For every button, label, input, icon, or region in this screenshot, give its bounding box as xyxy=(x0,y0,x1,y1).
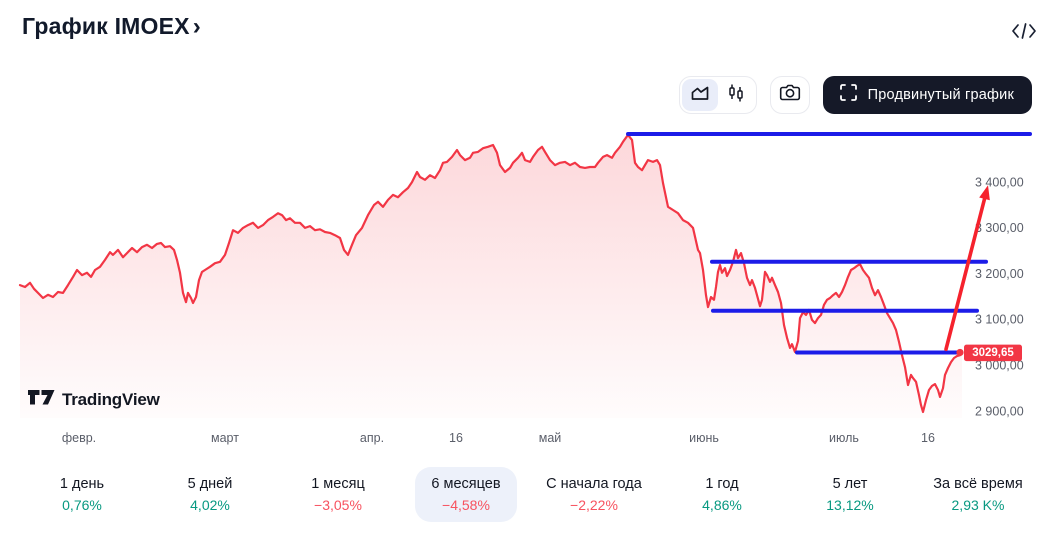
price-chart[interactable]: 3 400,00 3 300,00 3 200,00 3 100,00 3 000,00… xyxy=(0,115,1060,455)
period-label: 1 год xyxy=(705,476,739,492)
period-label: С начала года xyxy=(546,476,642,492)
price-area-fill xyxy=(20,134,962,418)
advanced-chart-button[interactable]: Продвинутый график xyxy=(822,76,1032,114)
period-change: 13,12% xyxy=(826,497,874,513)
period-button[interactable]: 6 месяцев −4,58% xyxy=(402,467,530,522)
period-pill[interactable]: 1 месяц −3,05% xyxy=(295,467,381,522)
period-label: 1 месяц xyxy=(311,476,365,492)
candlestick-chart-type-button[interactable] xyxy=(718,79,754,111)
tradingview-attribution[interactable]: TradingView xyxy=(28,390,160,410)
period-button[interactable]: 1 год 4,86% xyxy=(658,467,786,522)
y-axis-label: 3 300,00 xyxy=(975,221,1024,235)
tradingview-label: TradingView xyxy=(62,390,160,409)
period-pill-selected[interactable]: 6 месяцев −4,58% xyxy=(415,467,517,522)
projection-arrow-head xyxy=(979,185,990,201)
fullscreen-icon xyxy=(839,83,858,107)
period-label: 5 дней xyxy=(187,476,233,492)
projection-arrow xyxy=(944,191,988,352)
period-label: 6 месяцев xyxy=(431,476,501,492)
y-axis-label: 3 000,00 xyxy=(975,358,1024,372)
period-pill[interactable]: 1 день 0,76% xyxy=(44,467,120,522)
period-button[interactable]: 1 день 0,76% xyxy=(18,467,146,522)
period-change: −4,58% xyxy=(442,497,490,513)
screenshot-button[interactable] xyxy=(769,76,810,114)
period-label: За всё время xyxy=(933,476,1023,492)
x-axis-label: 16 xyxy=(449,431,463,445)
y-axis-label: 2 900,00 xyxy=(975,404,1024,418)
period-button[interactable]: За всё время 2,93 K% xyxy=(914,467,1042,522)
price-line xyxy=(18,133,964,414)
x-axis-label: май xyxy=(539,431,562,445)
chart-toolbar: Продвинутый график xyxy=(678,76,1032,114)
period-change: 2,93 K% xyxy=(951,497,1005,513)
period-change: 4,86% xyxy=(702,497,742,513)
chart-type-switch xyxy=(678,76,757,114)
period-pill[interactable]: За всё время 2,93 K% xyxy=(917,467,1038,522)
x-axis-label: июнь xyxy=(689,431,719,445)
period-button[interactable]: 1 месяц −3,05% xyxy=(274,467,402,522)
x-axis-label: апр. xyxy=(360,431,384,445)
area-chart-type-button[interactable] xyxy=(681,79,718,111)
x-axis-label: июль xyxy=(829,431,859,445)
period-pill[interactable]: 5 лет 13,12% xyxy=(810,467,889,522)
area-chart-icon xyxy=(690,84,710,107)
period-button[interactable]: 5 лет 13,12% xyxy=(786,467,914,522)
last-price-badge xyxy=(964,344,1022,362)
period-change: −3,05% xyxy=(314,497,362,513)
x-axis-label: март xyxy=(211,431,239,445)
period-label: 1 день xyxy=(59,476,105,492)
period-selector: 1 день 0,76% 5 дней 4,02% 1 месяц −3,05% 6 мес… xyxy=(18,467,1042,522)
camera-icon xyxy=(779,83,801,107)
period-change: 4,02% xyxy=(190,497,230,513)
embed-code-icon[interactable] xyxy=(1010,20,1038,42)
period-pill[interactable]: 5 дней 4,02% xyxy=(172,467,249,522)
y-axis-label: 3 200,00 xyxy=(975,267,1024,281)
y-axis-label: 3 400,00 xyxy=(975,175,1024,189)
period-change: −2,22% xyxy=(570,497,618,513)
advanced-chart-label: Продвинутый график xyxy=(867,87,1014,103)
period-button[interactable]: 5 дней 4,02% xyxy=(146,467,274,522)
period-change: 0,76% xyxy=(62,497,102,513)
tradingview-logo-icon xyxy=(28,390,55,410)
candlestick-chart-icon xyxy=(727,83,745,108)
x-axis-label: февр. xyxy=(62,431,96,445)
y-axis-label: 3 100,00 xyxy=(975,313,1024,327)
page-title-link[interactable]: График IMOEX › xyxy=(22,13,201,40)
period-button[interactable]: С начала года −2,22% xyxy=(530,467,658,522)
period-label: 5 лет xyxy=(832,476,868,492)
x-axis-label: 16 xyxy=(921,431,935,445)
page-title: График IMOEX xyxy=(22,13,190,39)
last-price-badge-label: 3029,65 xyxy=(972,347,1014,359)
last-price-dot xyxy=(956,348,964,357)
period-pill[interactable]: С начала года −2,22% xyxy=(530,467,658,522)
period-pill[interactable]: 1 год 4,86% xyxy=(686,467,758,522)
chevron-right-icon: › xyxy=(192,13,201,40)
